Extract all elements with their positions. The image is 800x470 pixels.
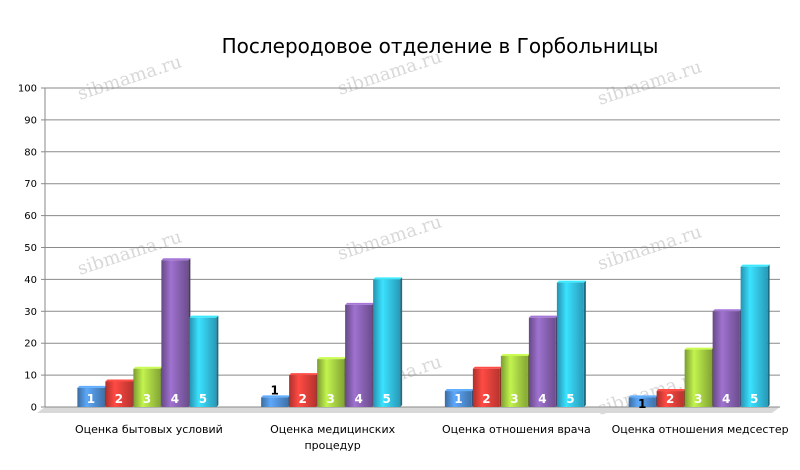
bar-label: 1: [270, 383, 278, 397]
bar-side: [400, 277, 403, 407]
bar-top: [133, 366, 163, 369]
bar-side: [583, 280, 586, 407]
y-tick-label: 10: [24, 371, 37, 382]
bar-label: 4: [171, 392, 179, 406]
bar-top: [289, 373, 319, 376]
bar-top: [444, 389, 474, 392]
bar-label: 3: [694, 392, 702, 406]
bar-top: [317, 357, 347, 360]
bar-label: 5: [750, 392, 758, 406]
category-label: Оценка отношения медсестер: [612, 423, 789, 436]
bar-side: [216, 315, 219, 407]
bar-label: 4: [538, 392, 546, 406]
bar-label: 4: [354, 392, 362, 406]
bar: [712, 311, 740, 407]
bar: [472, 368, 500, 407]
bar-label: 2: [666, 392, 674, 406]
y-tick-label: 90: [24, 115, 37, 126]
bar-top: [740, 264, 770, 267]
y-tick-label: 80: [24, 147, 37, 158]
bar-top: [684, 347, 714, 350]
watermark-text: sibmama.ru: [335, 46, 444, 99]
bar: [317, 359, 345, 407]
y-tick-label: 60: [24, 211, 37, 222]
bar-top: [628, 395, 658, 398]
bar-top: [712, 309, 742, 312]
bar-top: [472, 366, 502, 369]
bar-label: 2: [298, 392, 306, 406]
y-tick-label: 0: [31, 403, 37, 414]
bar: [77, 387, 105, 407]
category-label: Оценка медицинских: [270, 423, 395, 436]
bar-top: [528, 315, 558, 318]
bar-label: 2: [482, 392, 490, 406]
bar-top: [373, 277, 403, 280]
bar-top: [189, 315, 219, 318]
bar-label: 3: [143, 392, 151, 406]
bar: [345, 304, 373, 407]
category-label: Оценка отношения врача: [442, 423, 591, 436]
bar: [500, 355, 528, 407]
bar-top: [161, 258, 191, 261]
bar: [161, 260, 189, 407]
bar: [444, 391, 472, 407]
y-tick-label: 100: [18, 84, 37, 95]
watermark-text: sibmama.ru: [595, 56, 704, 109]
bar-top: [77, 385, 107, 388]
y-tick-label: 70: [24, 179, 37, 190]
y-tick-label: 50: [24, 243, 37, 254]
bar-label: 5: [382, 392, 390, 406]
category-label: процедур: [304, 439, 360, 452]
bar-label: 1: [454, 392, 462, 406]
category-label: Оценка бытовых условий: [75, 423, 223, 436]
bar-label: 5: [566, 392, 574, 406]
watermark-text: sibmama.ru: [335, 211, 444, 264]
bar-top: [105, 379, 135, 382]
bar: [684, 349, 712, 407]
bar: [556, 282, 584, 407]
bar-top: [656, 389, 686, 392]
bar-side: [767, 264, 770, 407]
bar: [528, 317, 556, 407]
watermark-text: sibmama.ru: [75, 51, 184, 104]
bar-label: 4: [722, 392, 730, 406]
chart-title: Послеродовое отделение в Горбольницы: [221, 34, 659, 58]
y-tick-label: 40: [24, 275, 37, 286]
bar: [133, 368, 161, 407]
bar-label: 1: [638, 397, 646, 411]
bar-top: [345, 302, 375, 305]
bar-top: [261, 395, 291, 398]
chart-floor: [37, 407, 780, 413]
y-tick-label: 20: [24, 339, 37, 350]
bar-label: 2: [115, 392, 123, 406]
bar-top: [556, 280, 586, 283]
y-tick-label: 30: [24, 307, 37, 318]
bar-label: 5: [199, 392, 207, 406]
bar-label: 3: [510, 392, 518, 406]
bar: [656, 391, 684, 407]
bar: [740, 266, 768, 407]
bar: [289, 375, 317, 407]
bar-top: [500, 353, 530, 356]
bar: [189, 317, 217, 407]
bar: [105, 381, 133, 407]
bar: [373, 279, 401, 407]
bar-label: 3: [326, 392, 334, 406]
watermark-text: sibmama.ru: [595, 221, 704, 274]
bar: [628, 397, 656, 407]
bar: [261, 397, 289, 407]
bar-label: 1: [87, 392, 95, 406]
